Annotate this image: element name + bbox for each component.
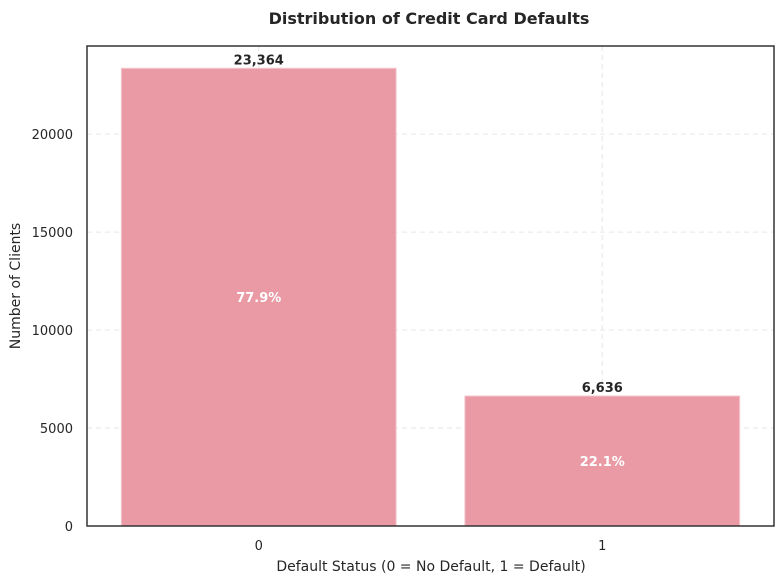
y-tick-label: 15000: [32, 226, 73, 241]
y-tick-label: 10000: [32, 324, 73, 339]
bar-value-label: 6,636: [582, 381, 623, 396]
y-tick-label: 20000: [32, 128, 73, 143]
bar-value-label: 23,364: [234, 53, 284, 68]
bar-1: [464, 395, 741, 527]
bar-labels: 23,364 77.9% 6,636 22.1%: [234, 53, 625, 470]
x-axis-label: Default Status (0 = No Default, 1 = Defa…: [276, 559, 585, 575]
bars: [120, 67, 741, 527]
chart-title: Distribution of Credit Card Defaults: [269, 9, 590, 28]
bar-percent-label: 22.1%: [580, 455, 625, 470]
y-tick-label: 5000: [40, 422, 73, 437]
x-tick-label: 0: [255, 539, 263, 554]
y-axis-label: Number of Clients: [8, 223, 24, 349]
bar-percent-label: 77.9%: [236, 291, 281, 306]
y-tick-label: 0: [65, 520, 73, 535]
y-axis-ticks: 0 5000 10000 15000 20000: [32, 128, 73, 535]
x-tick-label: 1: [598, 539, 606, 554]
plot-frame: [86, 45, 775, 527]
bar-0: [120, 67, 397, 527]
